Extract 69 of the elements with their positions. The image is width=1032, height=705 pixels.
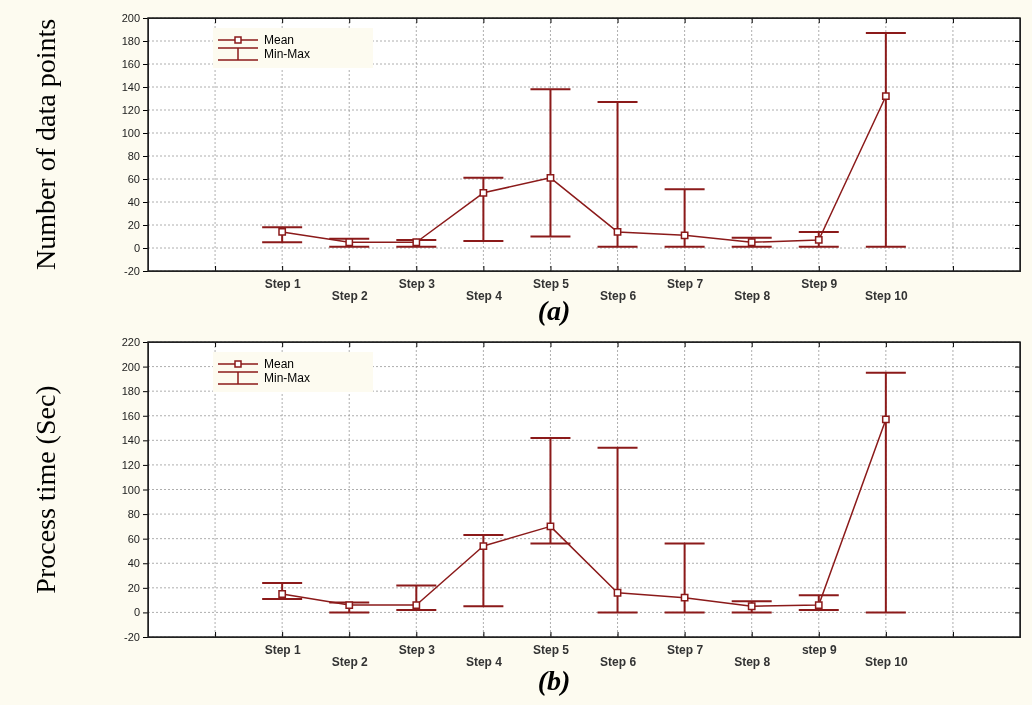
- legend-label: Mean: [264, 33, 295, 47]
- y-tick-label: 100: [121, 483, 140, 496]
- legend-label: Mean: [264, 357, 295, 371]
- y-tick-label: 60: [127, 532, 140, 545]
- y-tick-label: 220: [121, 336, 140, 349]
- x-tick-label: Step 1: [264, 642, 301, 657]
- x-tick-label: step 9: [801, 642, 837, 657]
- annotation: Min-Max: [264, 47, 311, 61]
- y-tick-label: 160: [121, 409, 140, 422]
- y-tick-label: 200: [121, 12, 140, 25]
- x-tick-label: Step 4: [465, 288, 503, 303]
- point: [278, 227, 287, 236]
- annotation: Min-Max: [264, 371, 311, 385]
- y-tick-label: -20: [124, 631, 140, 644]
- x-tick-label: Step 10: [865, 654, 909, 669]
- point: [479, 188, 488, 197]
- y-tick-label: 120: [121, 458, 140, 471]
- x-tick-label: Step 4: [465, 654, 503, 669]
- x-tick-label: Step 8: [734, 288, 771, 303]
- x-tick-label: Step 7: [667, 276, 704, 291]
- x-tick-label: Step 2: [331, 288, 369, 303]
- y-tick-label: 0: [133, 242, 140, 255]
- point: [479, 542, 488, 550]
- point: [613, 227, 622, 236]
- y-tick-label: 40: [127, 557, 140, 570]
- x-tick-label: Step 6: [600, 288, 637, 303]
- x-tick-label: Step 7: [667, 642, 704, 657]
- x-tick-label: Step 1: [264, 276, 301, 291]
- point: [680, 231, 689, 240]
- y-tick-label: 80: [127, 150, 140, 163]
- x-tick-label: Step 10: [865, 288, 909, 303]
- y-tick-label: 20: [127, 581, 140, 594]
- y-tick-label: 140: [121, 434, 140, 447]
- y-axis-title: Process time (Sec): [30, 385, 61, 594]
- y-tick-label: 0: [133, 606, 140, 619]
- point: [345, 601, 354, 609]
- x-tick-label: Step 5: [532, 276, 570, 291]
- y-tick-label: 140: [121, 81, 140, 94]
- point: [546, 173, 555, 182]
- y-tick-label: 200: [121, 360, 140, 373]
- y-tick-label: 180: [121, 35, 140, 48]
- point: [680, 593, 689, 602]
- point: [881, 92, 890, 101]
- y-tick-label: 80: [127, 508, 140, 521]
- point: [814, 236, 823, 244]
- x-tick-label: Step 3: [398, 276, 436, 291]
- x-tick-label: Step 9: [801, 276, 838, 291]
- y-tick-label: 100: [121, 127, 140, 140]
- y-tick-label: 20: [127, 219, 140, 232]
- x-tick-label: Step 6: [600, 654, 637, 669]
- text: (a): [537, 295, 571, 326]
- point: [412, 601, 421, 609]
- x-tick-label: Step 5: [532, 642, 570, 657]
- y-tick-label: 120: [121, 104, 140, 117]
- y-tick-label: 40: [127, 196, 140, 209]
- point: [546, 522, 555, 531]
- text: (b): [537, 665, 571, 696]
- x-tick-label: Step 8: [734, 654, 771, 669]
- y-axis-title: Number of data points: [30, 18, 61, 271]
- point: [613, 588, 622, 597]
- x-tick-label: Step 3: [398, 642, 436, 657]
- point: [814, 601, 823, 609]
- x-tick-label: Step 2: [331, 654, 369, 669]
- y-tick-label: 60: [127, 173, 140, 186]
- point: [881, 415, 890, 424]
- y-tick-label: 180: [121, 385, 140, 398]
- point: [278, 590, 287, 598]
- y-tick-label: 160: [121, 58, 140, 71]
- y-tick-label: -20: [124, 265, 140, 278]
